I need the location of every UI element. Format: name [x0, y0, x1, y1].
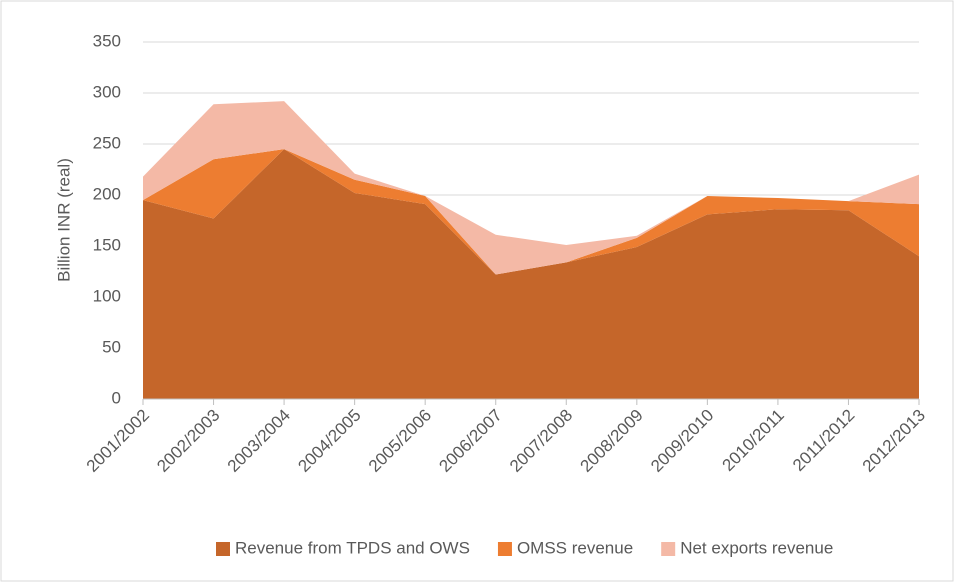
y-tick-label: 100 — [93, 286, 121, 305]
y-tick-label: 0 — [112, 388, 121, 407]
y-tick-label: 300 — [93, 82, 121, 101]
y-tick-label: 350 — [93, 31, 121, 50]
legend: Revenue from TPDS and OWS OMSS revenue Net… — [216, 538, 833, 557]
legend-swatch — [661, 542, 676, 556]
y-tick-label: 150 — [93, 235, 121, 254]
area — [143, 149, 919, 399]
legend-label: OMSS revenue — [517, 538, 633, 557]
y-tick-label: 250 — [93, 133, 121, 152]
legend-swatch — [497, 542, 512, 556]
area — [143, 101, 919, 275]
area — [143, 149, 919, 275]
legend-label: Revenue from TPDS and OWS — [235, 538, 470, 557]
y-axis-label: Billion INR (real) — [54, 158, 73, 282]
y-tick-label: 50 — [102, 337, 121, 356]
legend-label: Net exports revenue — [680, 538, 833, 557]
legend-swatch — [216, 542, 230, 556]
y-tick-label: 200 — [93, 184, 121, 203]
